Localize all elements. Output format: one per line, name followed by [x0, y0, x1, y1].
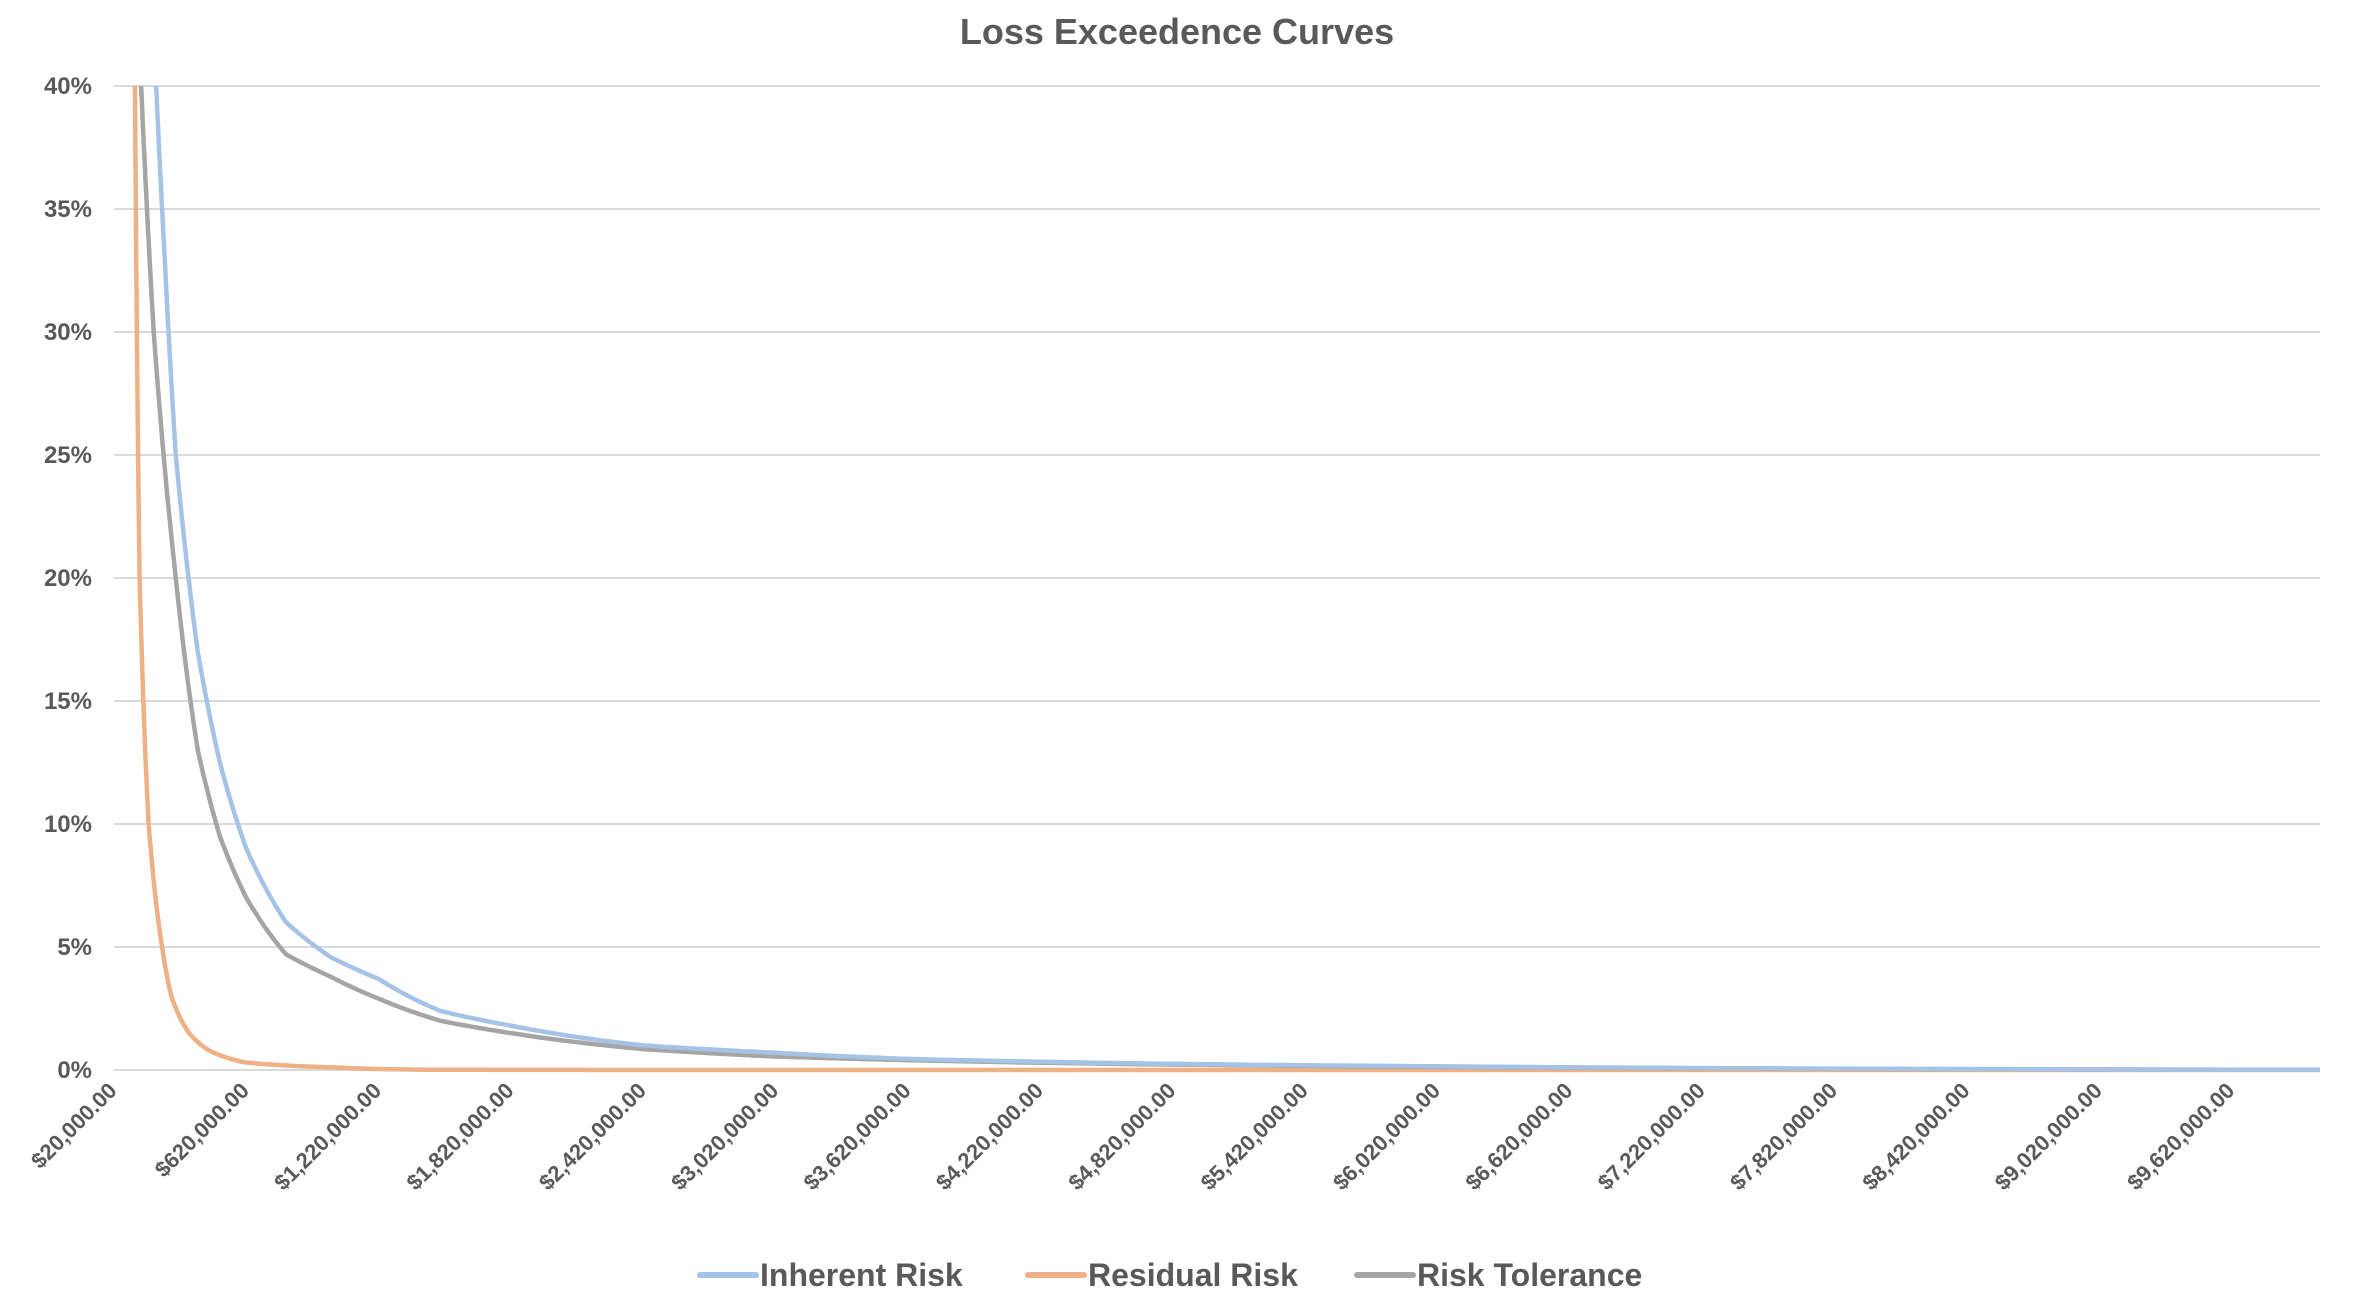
x-tick-label: $3,020,000.00	[666, 1078, 783, 1195]
legend: Inherent Risk Residual Risk Risk Tolerance	[697, 1257, 1642, 1293]
series-line-risk-tolerance	[138, 86, 2320, 1073]
x-tick-label: $6,620,000.00	[1460, 1078, 1577, 1195]
x-tick-label: $9,020,000.00	[1990, 1078, 2107, 1195]
legend-label: Residual Risk	[1088, 1257, 1298, 1293]
y-tick-label: 5%	[57, 934, 92, 961]
x-tick-label: $5,420,000.00	[1196, 1078, 1313, 1195]
series-line-residual-risk	[132, 86, 2320, 1073]
y-tick-label: 10%	[44, 811, 92, 838]
x-tick-label: $7,820,000.00	[1725, 1078, 1842, 1195]
x-tick-label: $6,020,000.00	[1328, 1078, 1445, 1195]
x-tick-label: $1,220,000.00	[269, 1078, 386, 1195]
x-tick-label: $1,820,000.00	[401, 1078, 518, 1195]
x-axis: $20,000.00 $620,000.00 $1,220,000.00 $1,820…	[26, 1078, 2239, 1195]
x-tick-label: $7,220,000.00	[1593, 1078, 1710, 1195]
y-tick-label: 35%	[44, 196, 92, 223]
y-tick-label: 30%	[44, 319, 92, 346]
y-tick-label: 40%	[44, 73, 92, 100]
series-line-inherent-risk	[153, 86, 2320, 1073]
y-tick-label: 20%	[44, 565, 92, 592]
x-tick-label: $4,820,000.00	[1063, 1078, 1180, 1195]
chart-title: Loss Exceedence Curves	[960, 11, 1394, 52]
x-tick-label: $2,420,000.00	[534, 1078, 651, 1195]
x-tick-label: $4,220,000.00	[931, 1078, 1048, 1195]
y-tick-label: 15%	[44, 688, 92, 715]
legend-item-inherent-risk: Inherent Risk	[697, 1257, 963, 1293]
legend-item-risk-tolerance: Risk Tolerance	[1354, 1257, 1642, 1293]
gridlines	[114, 85, 2320, 1071]
x-tick-label: $3,620,000.00	[799, 1078, 916, 1195]
y-tick-label: 25%	[44, 442, 92, 469]
x-tick-label: $9,620,000.00	[2122, 1078, 2239, 1195]
series-lines	[132, 86, 2320, 1073]
y-axis: 0% 5% 10% 15% 20% 25% 30% 35% 40%	[44, 73, 92, 1084]
y-tick-label: 0%	[57, 1057, 92, 1084]
legend-label: Inherent Risk	[760, 1257, 963, 1293]
legend-item-residual-risk: Residual Risk	[1025, 1257, 1298, 1293]
legend-label: Risk Tolerance	[1417, 1257, 1642, 1293]
x-tick-label: $620,000.00	[150, 1078, 254, 1182]
x-tick-label: $8,420,000.00	[1857, 1078, 1974, 1195]
x-tick-label: $20,000.00	[26, 1078, 122, 1174]
